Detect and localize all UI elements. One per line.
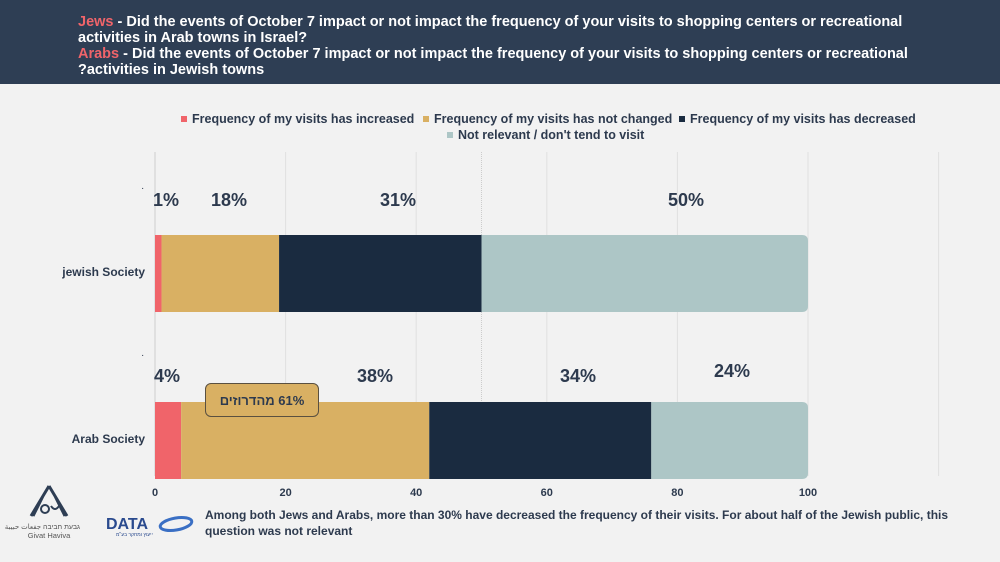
legend-label: Frequency of my visits has decreased (690, 112, 916, 126)
x-tick-label: 0 (152, 487, 158, 499)
druze-callout: 61% מהדרוזים (205, 383, 319, 417)
legend-label: Frequency of my visits has increased (192, 112, 415, 126)
bar-segment (481, 235, 808, 312)
bar-segment (161, 235, 280, 312)
axis-dot: · (141, 350, 145, 361)
question-arabs: Arabs - Did the events of October 7 impa… (78, 46, 908, 62)
givat-haviva-english: Givat Haviva (27, 531, 71, 540)
bar-segment (651, 402, 808, 479)
label-arabs: Arabs (78, 46, 120, 62)
question-jews-cont: activities in Arab towns in Israel? (78, 30, 308, 46)
axis-dot: · (141, 183, 145, 194)
legend-swatch-not-relevant (447, 131, 453, 138)
bar-segment (429, 402, 652, 479)
givat-haviva-hebrew: גבעת חביבה جفعات حبيبة (4, 524, 80, 531)
question-jews: Jews - Did the events of October 7 impac… (78, 14, 902, 30)
legend-item-increased: Frequency of my visits has increased (181, 112, 414, 126)
label-jews: Jews (78, 14, 114, 30)
legend-swatch-decreased (679, 115, 685, 122)
bar-segment (155, 402, 182, 479)
legend-label: Frequency of my visits has not changed (434, 112, 673, 126)
footnote: Among both Jews and Arabs, more than 30%… (205, 508, 949, 538)
data-label: 24% (714, 361, 750, 381)
x-tick-label: 20 (279, 487, 291, 499)
data-label: 4% (154, 366, 180, 386)
category-label-jewish: jewish Society (62, 265, 145, 279)
bar-segment (279, 235, 482, 312)
legend-swatch-increased (181, 115, 187, 122)
data-logo-mark-icon: DATA (106, 515, 194, 533)
x-tick-label: 80 (671, 487, 683, 499)
x-tick-label: 100 (799, 487, 817, 499)
legend-label: Not relevant / don't tend to visit (458, 128, 645, 142)
bar-segment (155, 235, 162, 312)
category-label-arab: Arab Society (71, 432, 145, 446)
data-logo-text: DATA (106, 516, 149, 533)
data-label: 18% (211, 190, 247, 210)
question-jews-text: - Did the events of October 7 impact or … (113, 14, 903, 30)
legend-item-not-relevant: Not relevant / don't tend to visit (447, 128, 644, 142)
data-label: 38% (357, 366, 393, 386)
data-label: 50% (668, 190, 704, 210)
legend-swatch-not-changed (423, 115, 429, 122)
question-arabs-text: - Did the events of October 7 impact or … (119, 46, 908, 62)
x-tick-label: 40 (410, 487, 422, 499)
data-logo-subtitle: ייעוץ ומחקר בע"מ (116, 532, 153, 538)
data-logo: DATA ייעוץ ומחקר בע"מ (106, 514, 196, 541)
legend-item-not-changed: Frequency of my visits has not changed (423, 112, 672, 126)
header-banner: Jews - Did the events of October 7 impac… (0, 0, 1000, 84)
data-label: 31% (380, 190, 416, 210)
givat-haviva-mark-icon (29, 485, 69, 517)
x-tick-label: 60 (541, 487, 553, 499)
data-label: 1% (153, 190, 179, 210)
legend-item-decreased: Frequency of my visits has decreased (679, 112, 916, 126)
givat-haviva-logo: גבעת חביבה جفعات حبيبة Givat Haviva (4, 484, 80, 540)
data-label: 34% (560, 366, 596, 386)
question-arabs-cont: ?activities in Jewish towns (78, 62, 265, 78)
